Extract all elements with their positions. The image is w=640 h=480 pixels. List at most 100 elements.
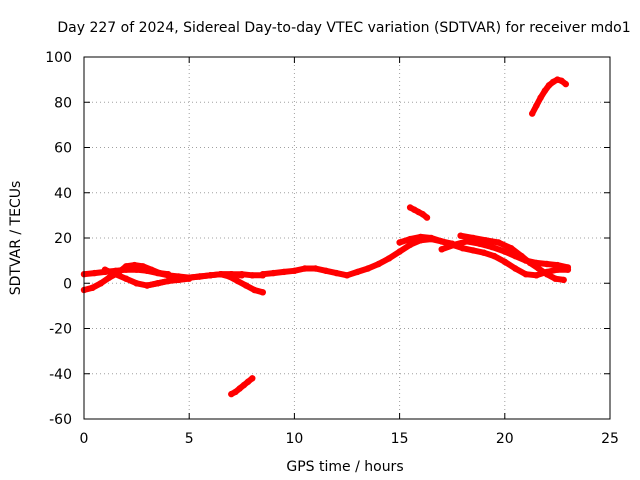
- data-point: [419, 211, 426, 218]
- data-point: [417, 233, 424, 241]
- data-point: [249, 272, 256, 279]
- x-tick-label: 0: [80, 431, 89, 447]
- data-point: [396, 239, 403, 246]
- data-point: [291, 267, 298, 274]
- data-point: [156, 269, 163, 277]
- data-point: [122, 263, 130, 270]
- data-point: [112, 271, 119, 278]
- y-tick-label: -40: [49, 367, 72, 383]
- x-tick-label: 10: [285, 431, 303, 447]
- data-point: [552, 275, 559, 282]
- data-point: [541, 87, 548, 95]
- data-point: [457, 232, 464, 239]
- data-point: [491, 252, 498, 260]
- data-point: [543, 260, 551, 268]
- data-traces: [80, 76, 572, 398]
- data-point: [234, 277, 241, 285]
- x-tick-label: 5: [185, 431, 194, 447]
- data-point: [101, 266, 109, 273]
- data-point: [406, 235, 414, 243]
- data-point: [175, 275, 182, 282]
- data-point: [489, 243, 496, 251]
- data-point: [501, 258, 508, 265]
- data-point: [301, 265, 309, 272]
- data-point: [428, 234, 435, 242]
- data-point: [106, 274, 113, 281]
- y-tick-label: 60: [54, 141, 72, 157]
- data-point: [133, 280, 140, 287]
- data-point: [89, 284, 96, 291]
- data-point: [459, 245, 466, 252]
- data-point: [186, 274, 193, 281]
- data-point: [451, 241, 458, 248]
- axis-ticks: 0 5 10 15 20 25 -60 -40 -20 0 20 40 60 80 100: [45, 50, 619, 447]
- data-point: [396, 248, 403, 255]
- data-point: [148, 266, 155, 273]
- data-point: [562, 80, 569, 88]
- data-point: [406, 241, 414, 248]
- chart-title: Day 227 of 2024, Sidereal Day-to-day VTE…: [57, 20, 630, 36]
- data-point: [495, 239, 502, 246]
- x-tick-label: 25: [601, 431, 619, 447]
- y-tick-label: 20: [54, 231, 72, 247]
- data-point: [154, 280, 161, 287]
- data-point: [423, 214, 431, 221]
- data-point: [91, 269, 98, 277]
- data-point: [438, 246, 445, 253]
- data-point: [560, 276, 567, 284]
- data-point: [97, 280, 105, 287]
- data-point: [535, 265, 542, 272]
- data-point: [470, 234, 477, 242]
- data-point: [259, 271, 266, 278]
- data-point: [470, 247, 477, 254]
- data-point: [259, 289, 266, 296]
- data-point: [364, 265, 372, 272]
- data-point: [131, 261, 138, 269]
- data-point: [242, 282, 250, 289]
- data-point: [533, 272, 540, 279]
- data-point: [522, 271, 529, 278]
- data-point: [543, 271, 551, 278]
- y-tick-label: -60: [49, 412, 72, 428]
- data-point: [526, 259, 534, 267]
- x-axis-label: GPS time / hours: [286, 459, 403, 475]
- data-point: [217, 271, 224, 278]
- grid-lines: [84, 57, 610, 419]
- y-tick-label: 100: [45, 50, 72, 66]
- data-point: [482, 237, 490, 244]
- y-axis-label: SDTVAR / TECUs: [8, 181, 24, 296]
- data-point: [196, 273, 203, 280]
- data-point: [343, 272, 351, 279]
- data-point: [375, 260, 382, 268]
- data-point: [207, 272, 214, 279]
- data-point: [507, 245, 515, 252]
- data-point: [501, 248, 508, 255]
- y-tick-label: 80: [54, 95, 72, 111]
- data-point: [438, 238, 445, 245]
- data-point: [165, 277, 172, 285]
- data-point: [518, 252, 525, 260]
- data-point: [554, 261, 561, 269]
- data-point: [333, 269, 340, 277]
- data-point: [529, 110, 536, 117]
- data-point: [564, 264, 572, 271]
- data-point: [533, 102, 540, 109]
- data-point: [251, 286, 258, 294]
- y-tick-label: -20: [49, 322, 72, 338]
- data-point: [480, 249, 487, 256]
- data-point: [249, 375, 256, 382]
- x-tick-label: 15: [391, 431, 409, 447]
- y-tick-label: 0: [63, 276, 72, 292]
- data-point: [385, 255, 393, 262]
- data-point: [270, 269, 277, 277]
- data-point: [165, 271, 172, 278]
- data-point: [537, 94, 544, 101]
- data-point: [512, 265, 519, 272]
- data-point: [322, 267, 330, 274]
- data-point: [238, 272, 245, 279]
- data-point: [280, 268, 288, 276]
- data-point: [143, 282, 151, 289]
- data-point: [354, 268, 361, 276]
- data-point: [122, 275, 130, 282]
